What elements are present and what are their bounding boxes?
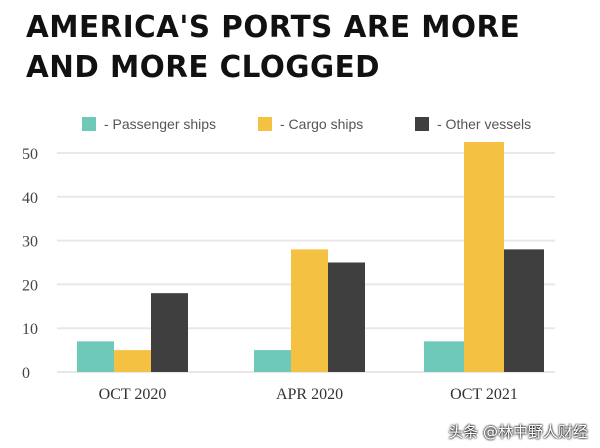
chart-title: AMERICA'S PORTS ARE MORE AND MORE CLOGGE… bbox=[26, 8, 520, 88]
bar-1-1 bbox=[291, 249, 328, 372]
y-tick-label: 20 bbox=[22, 277, 38, 294]
legend: - Passenger ships - Cargo ships - Other … bbox=[0, 116, 600, 136]
bar-0-2 bbox=[151, 293, 188, 372]
bar-2-0 bbox=[424, 341, 464, 372]
bar-0-0 bbox=[77, 341, 114, 372]
watermark: 头条 @林中野人财经 bbox=[448, 423, 588, 441]
title-line-2: AND MORE CLOGGED bbox=[26, 50, 381, 85]
bar-1-0 bbox=[254, 350, 291, 372]
legend-label-cargo: - Cargo ships bbox=[280, 116, 364, 132]
legend-item-passenger: - Passenger ships bbox=[82, 116, 216, 132]
bar-1-2 bbox=[328, 262, 365, 372]
bar-2-2 bbox=[504, 249, 544, 372]
title-line-1: AMERICA'S PORTS ARE MORE bbox=[26, 10, 521, 45]
y-tick-label: 10 bbox=[22, 321, 38, 338]
legend-swatch-cargo bbox=[258, 117, 272, 131]
y-tick-label: 0 bbox=[22, 365, 30, 382]
x-tick-label: OCT 2021 bbox=[450, 386, 518, 403]
bar-0-1 bbox=[114, 350, 151, 372]
y-tick-label: 40 bbox=[22, 190, 38, 207]
x-tick-label: APR 2020 bbox=[276, 386, 343, 403]
legend-item-cargo: - Cargo ships bbox=[258, 116, 363, 132]
legend-swatch-passenger bbox=[82, 117, 96, 131]
legend-swatch-other bbox=[415, 117, 429, 131]
legend-item-other: - Other vessels bbox=[415, 116, 531, 132]
x-tick-label: OCT 2020 bbox=[99, 386, 167, 403]
bar-2-1 bbox=[464, 142, 504, 372]
y-tick-label: 50 bbox=[22, 146, 38, 163]
legend-label-other: - Other vessels bbox=[437, 116, 532, 132]
legend-label-passenger: - Passenger ships bbox=[104, 116, 217, 132]
y-tick-label: 30 bbox=[22, 234, 38, 251]
